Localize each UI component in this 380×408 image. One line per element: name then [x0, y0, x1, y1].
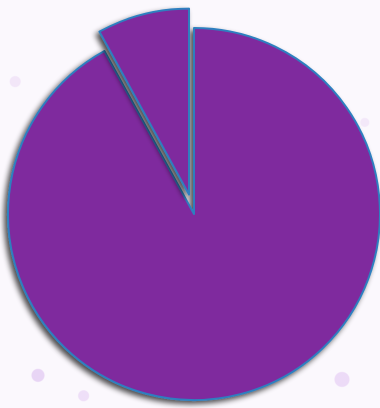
pie-slice-exploded: [98, 7, 191, 196]
pie-slice-main: [7, 27, 380, 401]
pie-slices: [7, 7, 380, 401]
